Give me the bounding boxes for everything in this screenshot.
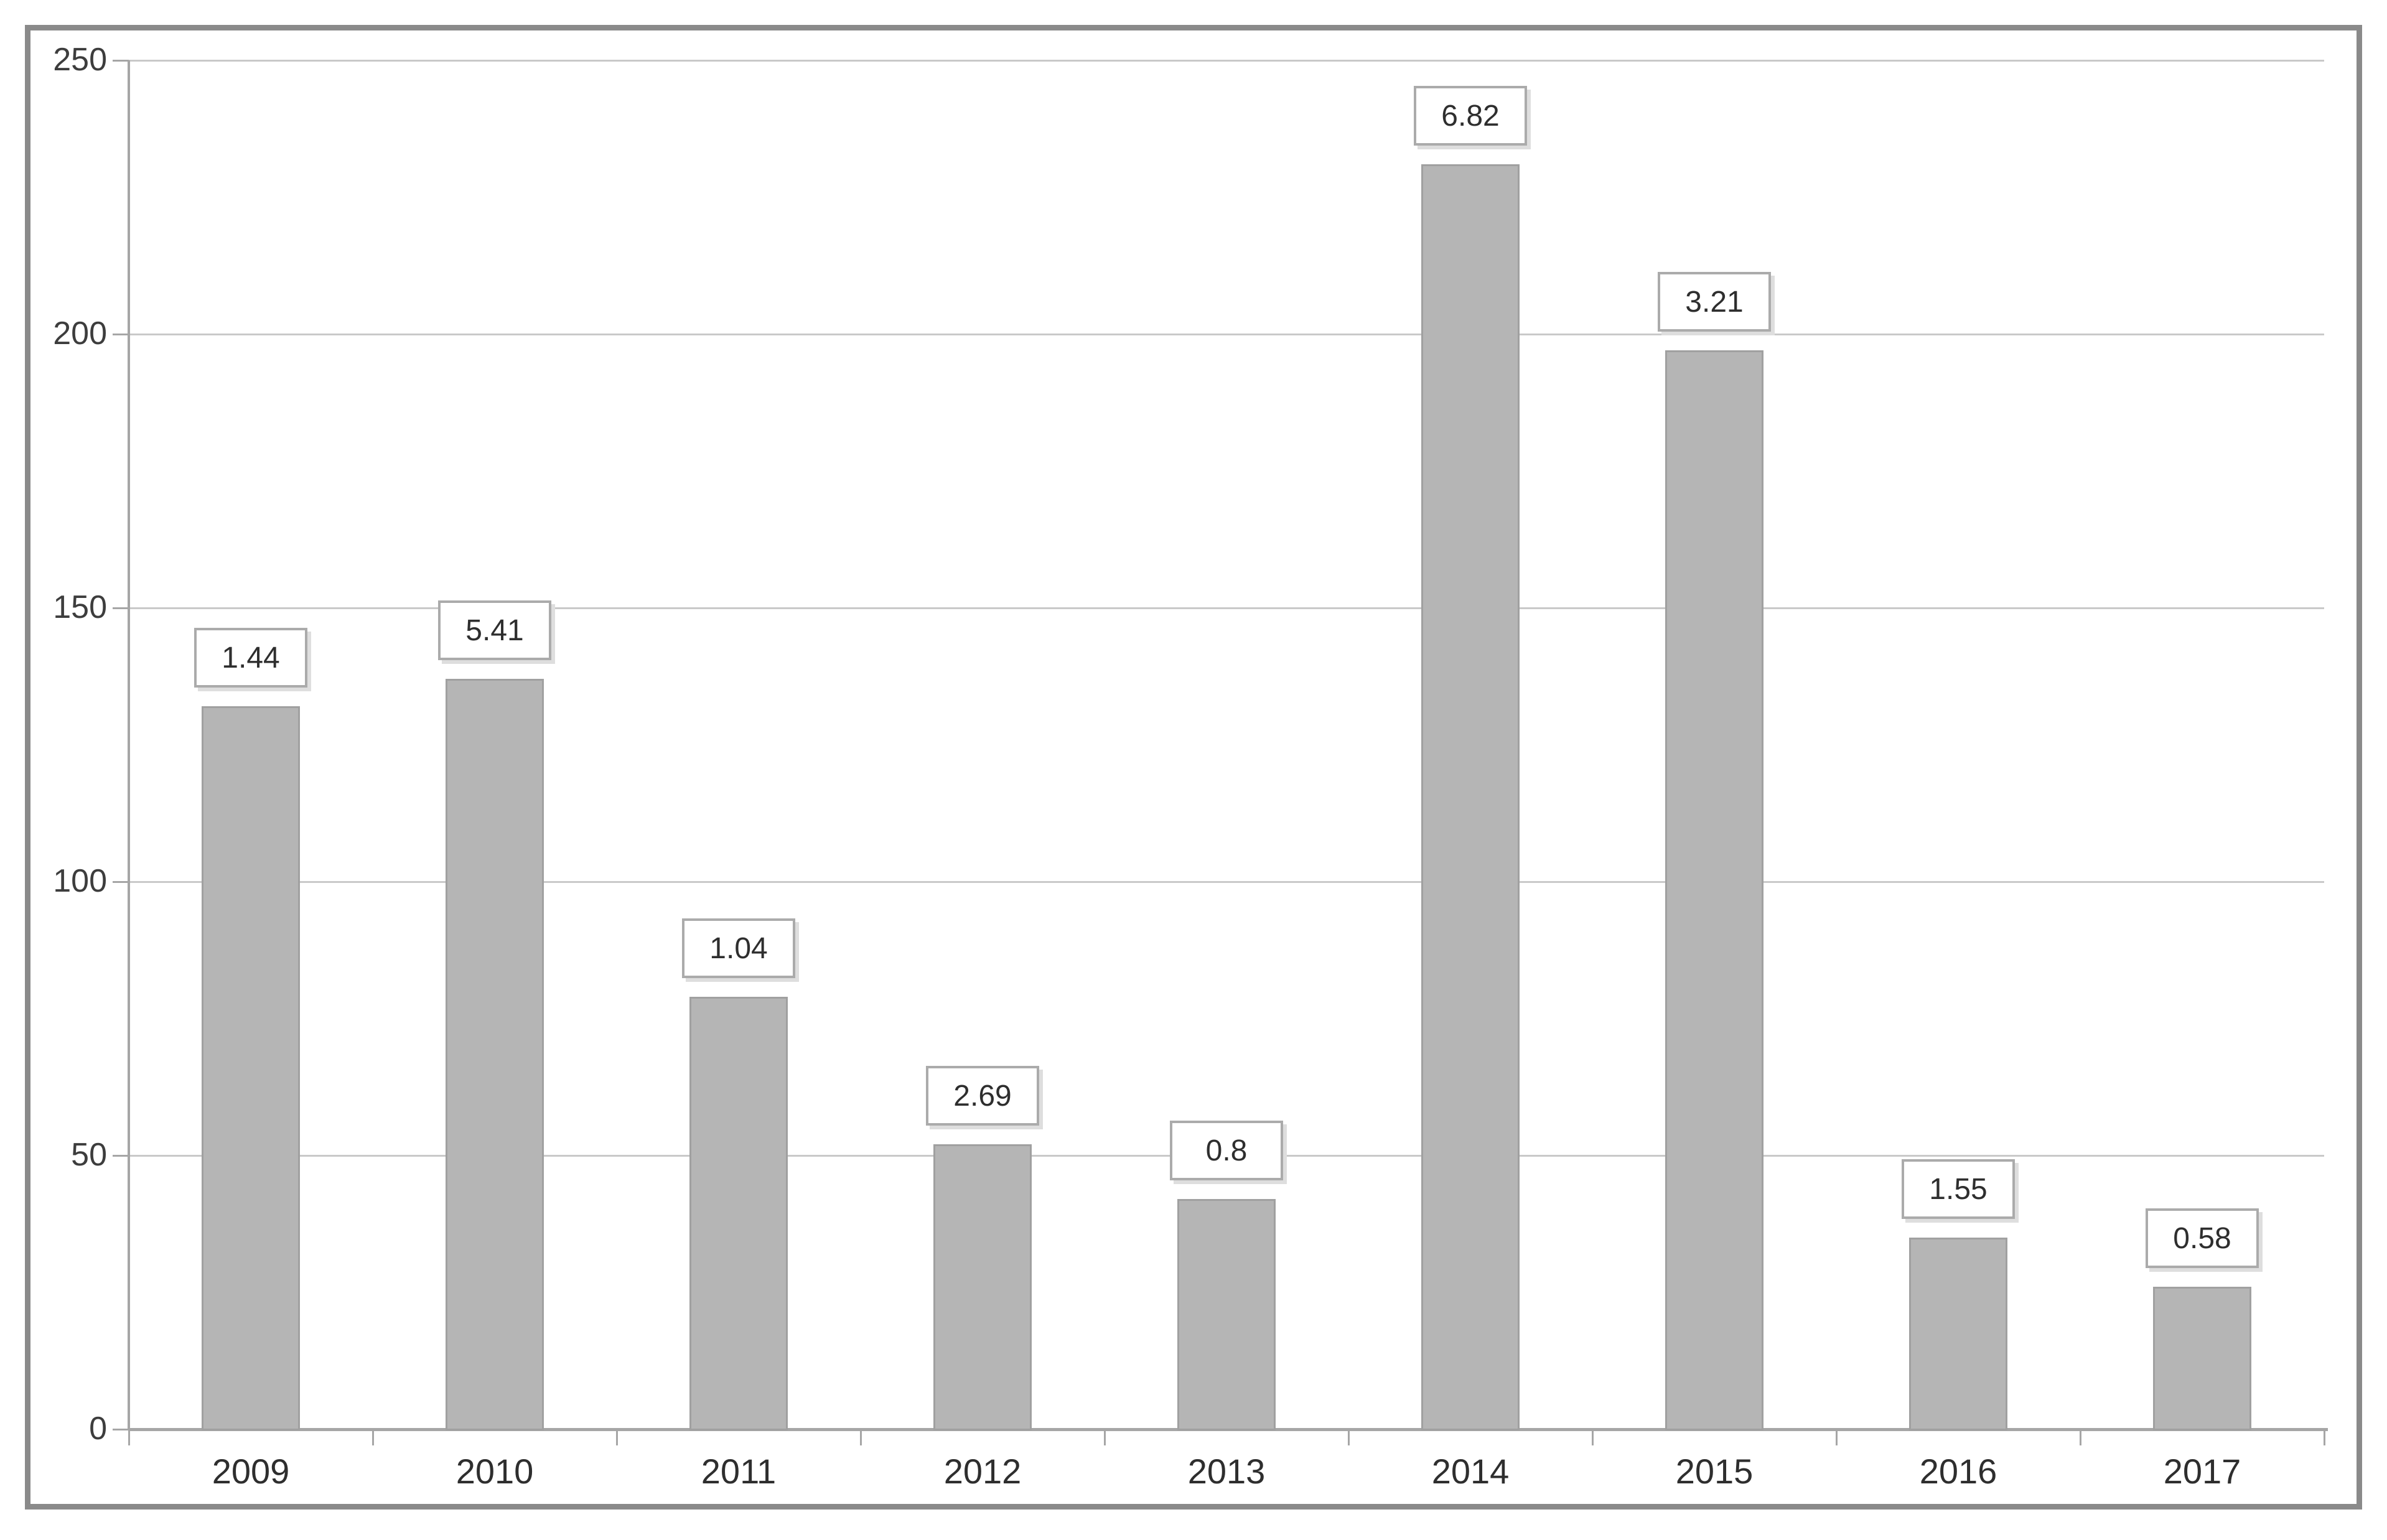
bar-2011 <box>689 997 788 1430</box>
x-category-label-2010: 2010 <box>455 1452 534 1491</box>
x-category-label-2011: 2011 <box>701 1452 777 1491</box>
bar-2010 <box>446 679 544 1430</box>
bar-value-label-2012: 2.69 <box>926 1066 1039 1126</box>
gridline-200 <box>129 334 2324 335</box>
bar-2014 <box>1421 164 1520 1430</box>
bar-2009 <box>202 706 300 1430</box>
bar-2015 <box>1665 350 1763 1430</box>
x-category-label-2017: 2017 <box>2163 1452 2241 1491</box>
bar-value-label-2011: 1.04 <box>682 918 795 978</box>
bar-value-label-2010: 5.41 <box>438 600 551 660</box>
bar-value-label-2014: 6.82 <box>1414 86 1527 146</box>
bar-2017 <box>2153 1287 2251 1430</box>
bar-value-label-2017: 0.58 <box>2146 1208 2259 1268</box>
bar-value-label-2015: 3.21 <box>1658 272 1771 332</box>
bar-2013 <box>1177 1199 1276 1430</box>
y-tick-mark <box>113 607 129 609</box>
x-tick-mark <box>2324 1429 2325 1445</box>
y-tick-mark <box>113 881 129 883</box>
gridline-250 <box>129 60 2324 62</box>
y-axis-tick-label: 200 <box>53 315 107 352</box>
y-axis-tick-label: 50 <box>71 1137 107 1173</box>
y-tick-mark <box>113 334 129 335</box>
y-axis-line <box>128 60 130 1429</box>
x-category-label-2013: 2013 <box>1187 1452 1266 1491</box>
y-axis-tick-label: 250 <box>53 42 107 78</box>
bar-value-label-2009: 1.44 <box>194 628 307 688</box>
x-category-label-2016: 2016 <box>1919 1452 1997 1491</box>
y-tick-mark <box>113 60 129 62</box>
x-category-label-2009: 2009 <box>212 1452 290 1491</box>
x-tick-mark <box>1348 1429 1350 1445</box>
x-tick-mark <box>2080 1429 2081 1445</box>
bar-value-label-2013: 0.8 <box>1170 1121 1283 1180</box>
y-axis-tick-label: 150 <box>53 589 107 625</box>
x-tick-mark <box>372 1429 374 1445</box>
x-tick-mark <box>128 1429 130 1445</box>
gridline-150 <box>129 607 2324 609</box>
y-tick-mark <box>113 1155 129 1157</box>
y-axis-tick-label: 0 <box>89 1411 107 1447</box>
x-category-label-2015: 2015 <box>1675 1452 1754 1491</box>
y-tick-mark <box>113 1429 129 1430</box>
bar-2012 <box>933 1144 1032 1430</box>
gridline-100 <box>129 881 2324 883</box>
bar-value-label-2016: 1.55 <box>1902 1159 2015 1219</box>
x-category-label-2014: 2014 <box>1431 1452 1510 1491</box>
x-tick-mark <box>1592 1429 1594 1445</box>
bar-2016 <box>1909 1238 2007 1430</box>
x-tick-mark <box>1104 1429 1106 1445</box>
x-tick-mark <box>860 1429 862 1445</box>
x-tick-mark <box>616 1429 618 1445</box>
x-tick-mark <box>1836 1429 1838 1445</box>
y-axis-tick-label: 100 <box>53 863 107 899</box>
x-category-label-2012: 2012 <box>943 1452 1022 1491</box>
